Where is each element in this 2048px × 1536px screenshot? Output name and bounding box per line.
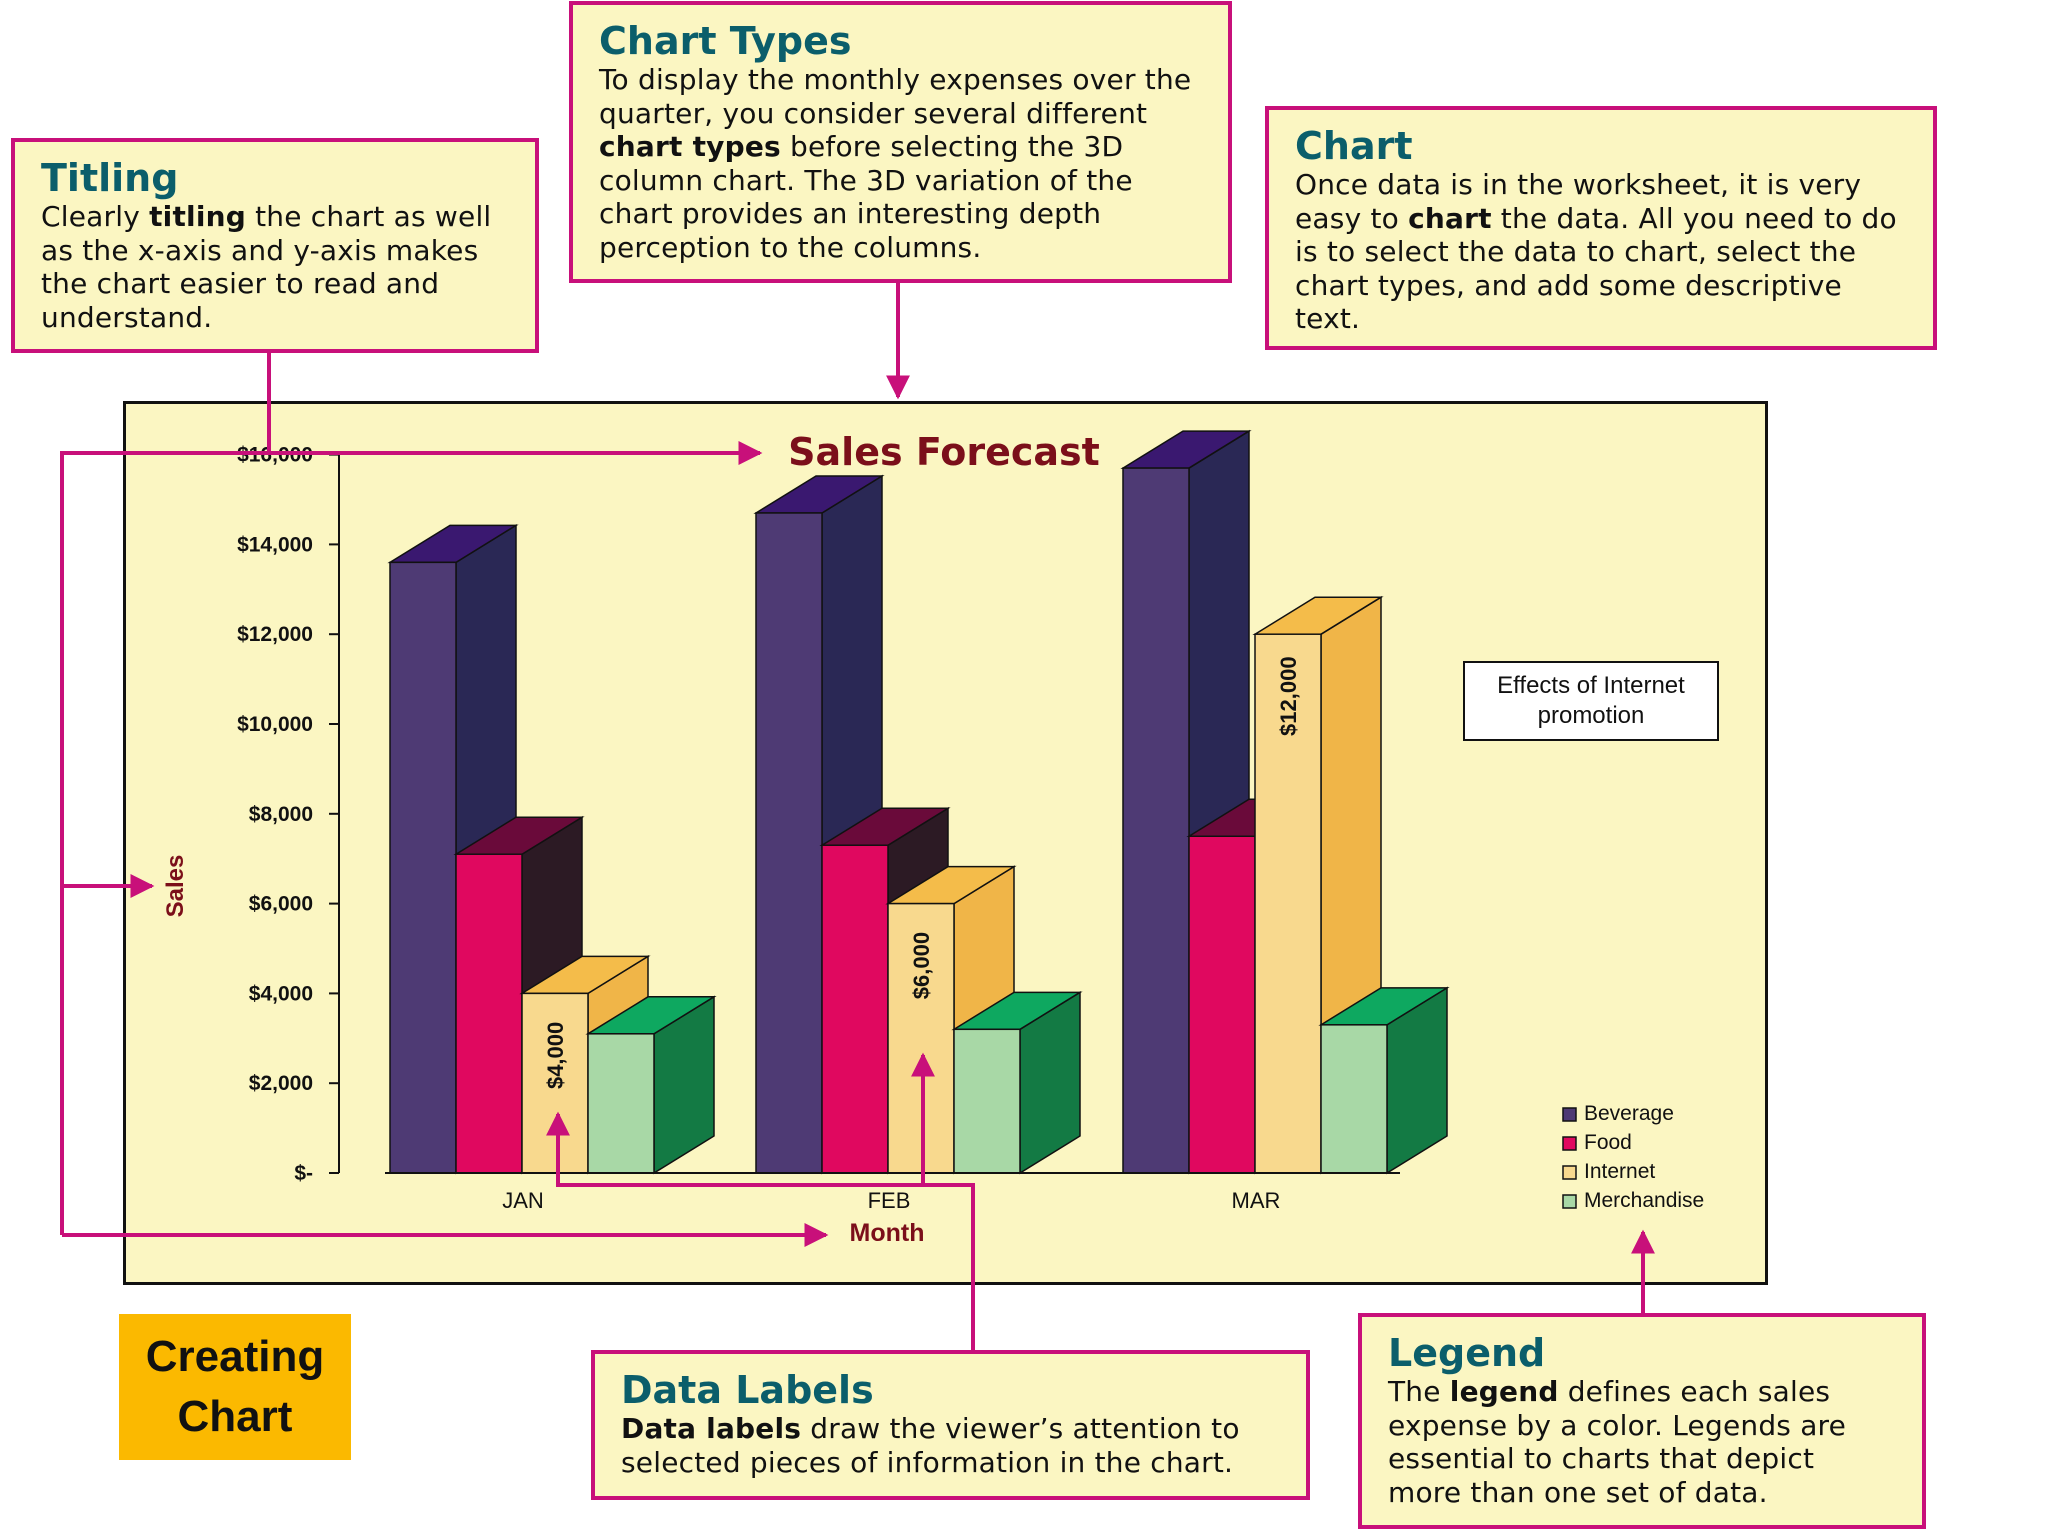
callout-legend: Legend The legend defines each sales exp…	[1358, 1313, 1926, 1529]
callout-heading: Chart Types	[599, 19, 852, 63]
legend-swatch	[1562, 1165, 1577, 1180]
callout-titling: Titling Clearly titling the chart as wel…	[11, 138, 539, 353]
y-tick-label: $16,000	[237, 444, 313, 467]
callout-heading: Legend	[1388, 1331, 1546, 1375]
bar-front	[521, 992, 589, 1174]
legend-item: Beverage	[1584, 1102, 1674, 1125]
bar	[1318, 986, 1450, 1175]
bar-front	[389, 561, 457, 1174]
bar	[585, 995, 717, 1175]
data-label: $12,000	[1276, 656, 1301, 736]
legend-swatch	[1562, 1194, 1577, 1209]
bar-front	[1320, 1024, 1388, 1174]
callout-text: To display the monthly expenses over the…	[599, 63, 1192, 264]
bar-front	[821, 844, 889, 1174]
y-tick-label: $10,000	[237, 713, 313, 736]
data-label: $6,000	[909, 932, 934, 999]
x-axis-label: Month	[850, 1219, 925, 1247]
callout-heading: Chart	[1295, 124, 1413, 168]
y-tick-label: $6,000	[249, 893, 313, 916]
callout-chart-types: Chart Types To display the monthly expen…	[569, 1, 1232, 283]
callout-heading: Data Labels	[621, 1368, 874, 1412]
bar	[951, 990, 1083, 1175]
x-tick-label: MAR	[1232, 1188, 1281, 1213]
bar	[753, 474, 885, 1175]
bar-front	[587, 1033, 655, 1174]
x-tick-label: FEB	[868, 1188, 911, 1213]
x-tick-label: JAN	[502, 1188, 544, 1213]
bar-front	[953, 1028, 1021, 1174]
bar-front	[755, 512, 823, 1174]
bar-front	[455, 853, 523, 1174]
y-tick-label: $12,000	[237, 623, 313, 646]
y-tick-label: $2,000	[249, 1072, 313, 1095]
callout-data-labels: Data Labels Data labels draw the viewer’…	[591, 1350, 1310, 1500]
legend-item: Food	[1584, 1131, 1632, 1154]
connector-line	[546, 1111, 975, 1350]
creating-chart-badge: Creating Chart	[119, 1314, 351, 1460]
callout-text: Data labels draw the viewer’s attention …	[621, 1412, 1240, 1479]
callout-chart: Chart Once data is in the worksheet, it …	[1265, 106, 1937, 350]
y-axis-label: Sales	[162, 855, 189, 918]
callout-heading: Titling	[41, 156, 179, 200]
annotation-effects-of-internet: Effects of Internet promotion	[1463, 661, 1719, 741]
legend-item: Merchandise	[1584, 1189, 1704, 1212]
callout-text: The legend defines each sales expense by…	[1388, 1375, 1847, 1509]
y-tick-label: $-	[294, 1162, 313, 1185]
callout-text: Once data is in the worksheet, it is ver…	[1295, 168, 1897, 335]
y-tick-label: $8,000	[249, 803, 313, 826]
legend-swatch	[1562, 1136, 1577, 1151]
y-tick-label: $4,000	[249, 982, 313, 1005]
legend-swatch	[1562, 1107, 1577, 1122]
bar-front	[1188, 835, 1256, 1174]
callout-text: Clearly titling the chart as well as the…	[41, 200, 492, 334]
legend-item: Internet	[1584, 1160, 1655, 1183]
bar-front	[1122, 467, 1190, 1174]
data-label: $4,000	[543, 1022, 568, 1089]
chart-title: Sales Forecast	[788, 430, 1100, 474]
y-tick-label: $14,000	[237, 533, 313, 556]
